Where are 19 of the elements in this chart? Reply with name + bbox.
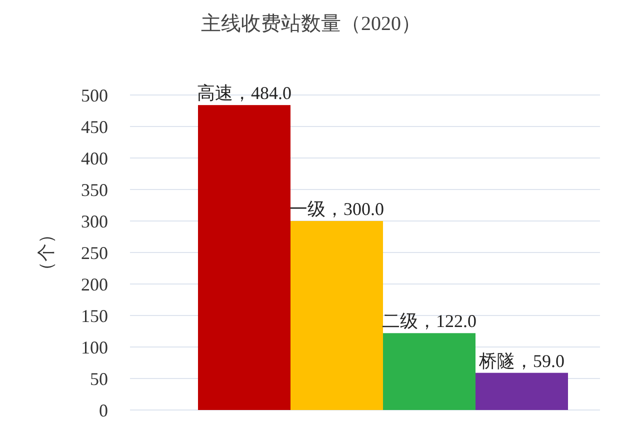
data-label: 桥隧，59.0 xyxy=(478,350,564,371)
y-tick-label: 50 xyxy=(90,368,108,389)
y-tick-label: 450 xyxy=(81,116,108,137)
data-label: 高速，484.0 xyxy=(197,83,292,104)
bar xyxy=(476,372,568,410)
y-tick-label: 250 xyxy=(81,242,108,263)
bar xyxy=(198,105,290,410)
bar xyxy=(383,333,476,410)
y-tick-label: 100 xyxy=(81,337,108,358)
y-tick-label: 200 xyxy=(81,274,108,294)
y-axis-title: （个） xyxy=(36,226,56,280)
y-tick-label: 300 xyxy=(81,211,108,232)
bar xyxy=(290,221,383,410)
y-tick-label: 350 xyxy=(81,180,108,200)
y-tick-label: 150 xyxy=(81,306,108,326)
chart-title: 主线收费站数量（2020） xyxy=(201,12,421,35)
y-tick-label: 400 xyxy=(81,148,108,168)
y-tick-label: 0 xyxy=(99,400,108,420)
y-tick-label: 500 xyxy=(81,85,108,106)
